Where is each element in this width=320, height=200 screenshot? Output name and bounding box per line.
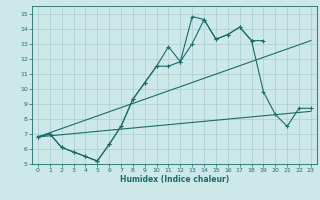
X-axis label: Humidex (Indice chaleur): Humidex (Indice chaleur) [120, 175, 229, 184]
